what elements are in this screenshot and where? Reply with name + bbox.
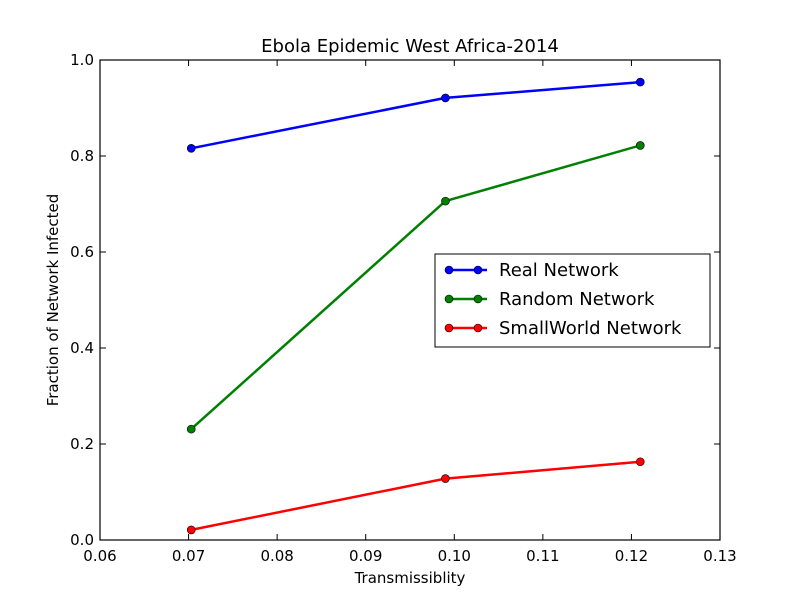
x-axis: 0.06 0.07 0.08 0.09 0.10 0.11 0.12 0.13 [83,60,737,565]
legend-marker-smallworld-network [473,323,483,333]
plot-frame [99,59,721,541]
x-tick-label: 0.07 [172,547,205,565]
legend-label-random-network: Random Network [499,289,655,310]
data-point-real-network [441,93,450,103]
legend-marker-random-network [473,294,483,304]
x-tick-label: 0.10 [438,547,471,565]
x-axis-label: Transmissiblity [354,569,466,587]
y-tick-label: 0.2 [70,435,94,453]
legend-marker-smallworld-network [444,323,454,333]
x-tick-label: 0.12 [615,547,648,565]
legend-label-smallworld-network: SmallWorld Network [499,318,682,339]
legend-marker-random-network [444,294,454,304]
series-layer [186,77,645,535]
x-tick-label: 0.11 [526,547,559,565]
y-tick-label: 0.6 [70,243,94,261]
data-point-random-network [441,196,450,206]
data-point-random-network [635,141,645,150]
y-axis-label: Fraction of Network Infected [44,194,62,407]
x-tick-label: 0.09 [349,547,382,565]
legend-label-real-network: Real Network [499,260,619,281]
data-point-smallworld-network [635,457,645,467]
legend-marker-real-network [473,265,483,275]
y-tick-label: 1.0 [70,51,94,69]
x-tick-label: 0.13 [703,547,736,565]
data-point-real-network [186,144,196,153]
data-point-random-network [186,424,196,434]
x-tick-label: 0.08 [260,547,293,565]
chart-title: Ebola Epidemic West Africa-2014 [261,36,559,57]
y-tick-label: 0.4 [70,339,94,357]
y-tick-label: 0.8 [70,147,94,165]
x-tick-label: 0.06 [83,547,116,565]
legend: Real Network Random Network SmallWorld Net… [434,253,711,348]
data-point-smallworld-network [186,525,196,535]
y-tick-label: 0.0 [70,531,94,549]
data-point-smallworld-network [441,474,450,483]
y-axis: 0.0 0.2 0.4 0.6 0.8 1.0 [70,51,720,549]
legend-marker-real-network [444,265,454,275]
data-point-real-network [635,77,645,87]
plot-area [99,59,721,541]
